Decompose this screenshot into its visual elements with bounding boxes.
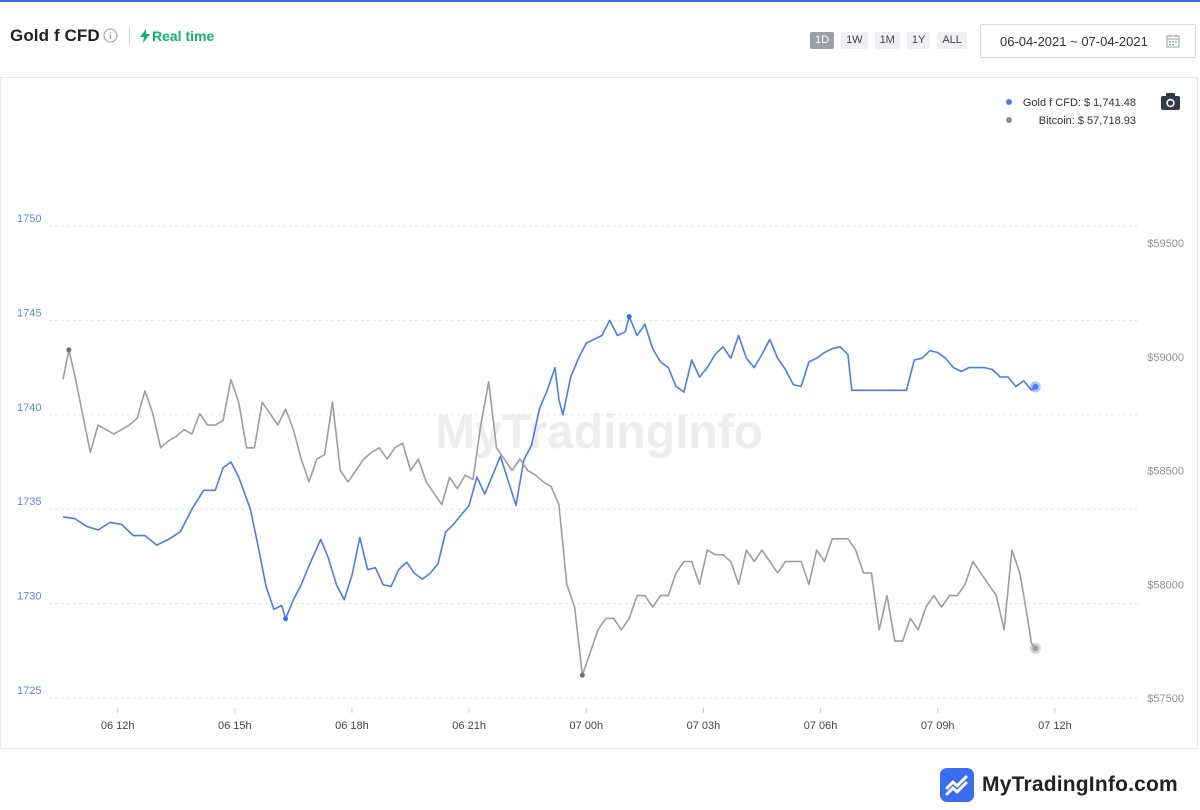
legend-entry: Gold f CFD: $ 1,741.48 xyxy=(1023,97,1136,109)
grid-lines xyxy=(49,225,1139,699)
brand-logo-icon xyxy=(940,768,974,802)
y-right-tick-label: $58500 xyxy=(1147,466,1184,478)
date-range-picker[interactable]: 06-04-2021 ~ 07-04-2021 xyxy=(980,24,1196,58)
brand-name: MyTradingInfo.com xyxy=(982,773,1178,796)
y-left-tick-label: 1740 xyxy=(17,402,41,414)
extreme-point-marker xyxy=(66,347,72,353)
range-button-1w[interactable]: 1W xyxy=(841,32,868,49)
last-value-marker xyxy=(1032,645,1039,652)
range-button-1d[interactable]: 1D xyxy=(810,32,835,49)
extreme-point-marker xyxy=(626,314,632,320)
chart-panel: MyTradingInfo 1725 1730 1735 1740 1745 1750 $… xyxy=(0,77,1198,749)
watermark-text: MyTradingInfo xyxy=(435,406,763,459)
top-accent-line xyxy=(0,0,1200,2)
y-right-tick-label: $57500 xyxy=(1147,693,1184,705)
gold-series-line xyxy=(62,315,1036,620)
range-button-all[interactable]: ALL xyxy=(937,32,967,49)
y-left-tick-label: 1730 xyxy=(17,591,41,603)
lightning-icon xyxy=(140,29,150,43)
footer-logo[interactable]: MyTradingInfo.com xyxy=(940,768,1178,802)
y-axis-right: $57500 $58000 $58500 $59000 $59500 xyxy=(1147,238,1184,705)
legend-entry: Bitcoin: $ 57,718.93 xyxy=(1039,115,1136,127)
y-right-tick-label: $58000 xyxy=(1147,579,1184,591)
y-left-tick-label: 1745 xyxy=(17,307,41,319)
x-tick-label: 07 12h xyxy=(1038,720,1072,732)
info-icon[interactable] xyxy=(103,28,118,43)
range-button-1m[interactable]: 1M xyxy=(874,32,900,49)
x-tick-label: 06 15h xyxy=(218,720,252,732)
extreme-point-marker xyxy=(579,672,585,678)
x-tick-label: 07 06h xyxy=(804,720,838,732)
bitcoin-series-line xyxy=(62,349,1037,677)
date-range-value: 06-04-2021 ~ 07-04-2021 xyxy=(1000,34,1148,49)
x-tick-label: 07 03h xyxy=(687,720,721,732)
x-tick-label: 07 09h xyxy=(921,720,955,732)
y-left-tick-label: 1725 xyxy=(17,685,41,697)
calendar-icon[interactable] xyxy=(1166,34,1180,48)
x-tick-label: 06 18h xyxy=(335,720,369,732)
x-tick-label: 06 21h xyxy=(452,720,486,732)
page-title: Gold f CFD xyxy=(10,26,100,45)
realtime-label: Real time xyxy=(152,28,215,44)
y-left-tick-label: 1735 xyxy=(17,496,41,508)
price-chart: MyTradingInfo 1725 1730 1735 1740 1745 1750 $… xyxy=(17,93,1184,732)
range-button-1y[interactable]: 1Y xyxy=(906,32,931,49)
y-axis-left: 1725 1730 1735 1740 1745 1750 xyxy=(17,213,41,697)
x-tick-label: 07 00h xyxy=(569,720,603,732)
header-divider xyxy=(129,28,130,44)
extreme-point-marker xyxy=(283,616,289,622)
last-value-marker xyxy=(1032,383,1039,390)
y-left-tick-label: 1750 xyxy=(17,213,41,225)
range-selector: 1D 1W 1M 1Y ALL xyxy=(810,32,967,49)
camera-icon[interactable] xyxy=(1161,93,1180,110)
chart-header: Gold f CFD Real time 1D 1W 1M 1Y ALL 06-… xyxy=(0,2,1200,74)
legend-marker xyxy=(1006,99,1012,105)
legend-marker xyxy=(1006,117,1012,123)
series-layer xyxy=(62,314,1041,678)
y-right-tick-label: $59500 xyxy=(1147,238,1184,250)
legend: Gold f CFD: $ 1,741.48 Bitcoin: $ 57,718.… xyxy=(1006,97,1136,127)
x-tick-label: 06 12h xyxy=(101,720,135,732)
realtime-indicator: Real time xyxy=(140,28,214,44)
x-axis: 06 12h 06 15h 06 18h 06 21h 07 00h 07 03h 07 0… xyxy=(101,708,1072,732)
y-right-tick-label: $59000 xyxy=(1147,352,1184,364)
